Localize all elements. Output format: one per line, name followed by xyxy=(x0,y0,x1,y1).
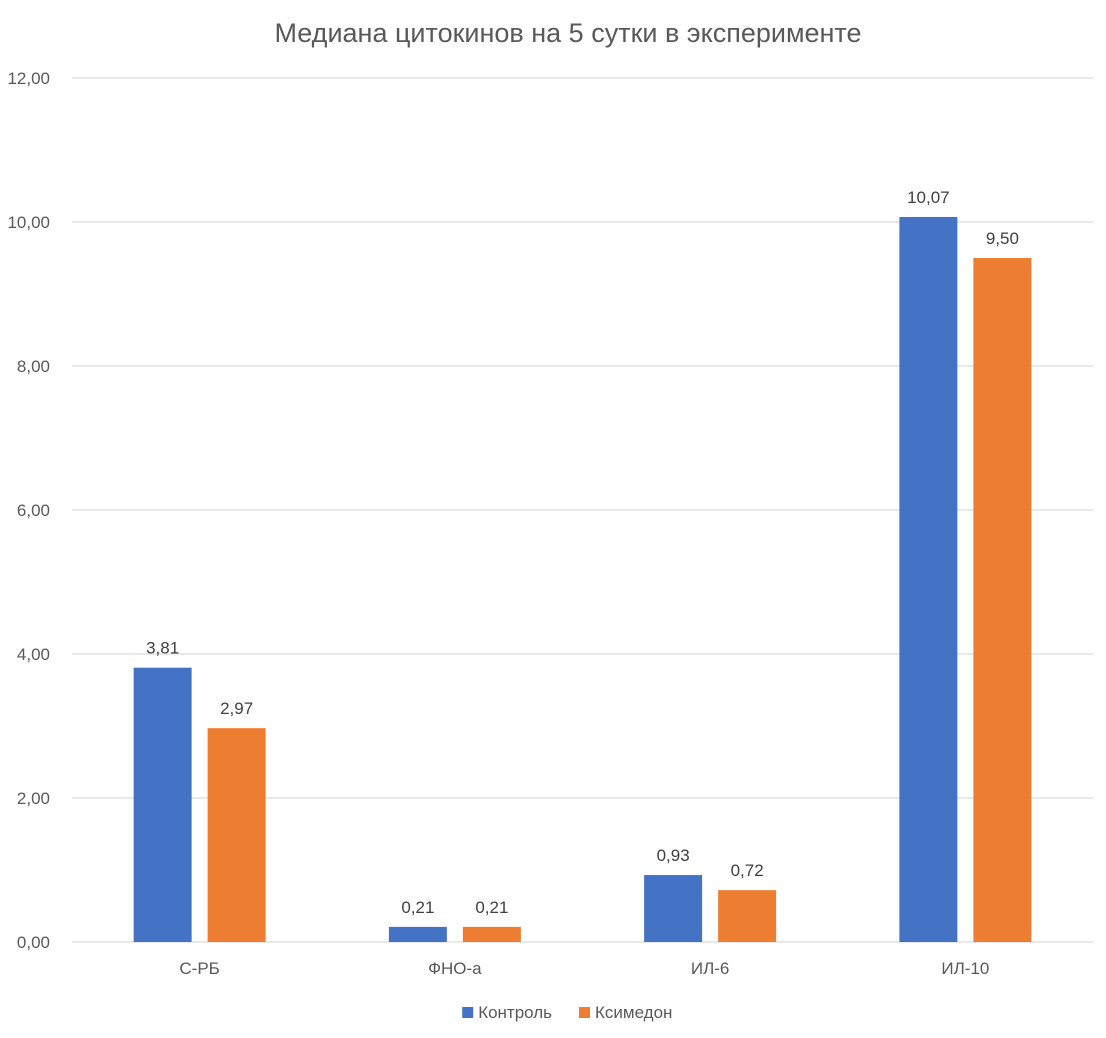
bar xyxy=(388,926,447,942)
y-tick-label: 4,00 xyxy=(17,645,50,664)
data-label: 3,81 xyxy=(146,639,179,658)
x-axis-category-labels: С-РБ ФНО-а ИЛ-6 ИЛ-10 xyxy=(179,959,989,978)
y-tick-label: 2,00 xyxy=(17,789,50,808)
x-tick-label: ИЛ-10 xyxy=(941,959,989,978)
data-labels: 3,81 2,97 0,21 0,21 0,93 0,72 10,07 9,50 xyxy=(146,188,1019,917)
bar xyxy=(207,728,266,942)
y-tick-label: 8,00 xyxy=(17,357,50,376)
bars xyxy=(133,216,1032,942)
y-tick-label: 10,00 xyxy=(7,213,50,232)
data-label: 2,97 xyxy=(220,699,253,718)
data-label: 0,93 xyxy=(657,846,690,865)
legend-label: Контроль xyxy=(478,1003,552,1022)
data-label: 10,07 xyxy=(907,188,950,207)
bar xyxy=(644,875,703,942)
legend-swatch xyxy=(579,1007,590,1018)
x-tick-label: С-РБ xyxy=(179,959,219,978)
data-label: 0,72 xyxy=(731,861,764,880)
y-tick-label: 12,00 xyxy=(7,69,50,88)
x-tick-label: ФНО-а xyxy=(428,959,482,978)
bar xyxy=(133,667,192,942)
bar xyxy=(899,216,958,942)
y-tick-label: 6,00 xyxy=(17,501,50,520)
x-tick-label: ИЛ-6 xyxy=(691,959,730,978)
data-label: 9,50 xyxy=(986,229,1019,248)
chart-title: Медиана цитокинов на 5 сутки в экспериме… xyxy=(274,18,861,48)
legend-label: Ксимедон xyxy=(595,1003,672,1022)
y-tick-label: 0,00 xyxy=(17,933,50,952)
bar xyxy=(973,258,1032,942)
y-axis-tick-labels: 0,00 2,00 4,00 6,00 8,00 10,00 12,00 xyxy=(7,69,50,952)
legend-swatch xyxy=(462,1007,474,1018)
legend: Контроль Ксимедон xyxy=(462,1003,672,1022)
data-label: 0,21 xyxy=(401,898,434,917)
bar xyxy=(462,926,521,942)
data-label: 0,21 xyxy=(475,898,508,917)
bar xyxy=(718,890,777,942)
